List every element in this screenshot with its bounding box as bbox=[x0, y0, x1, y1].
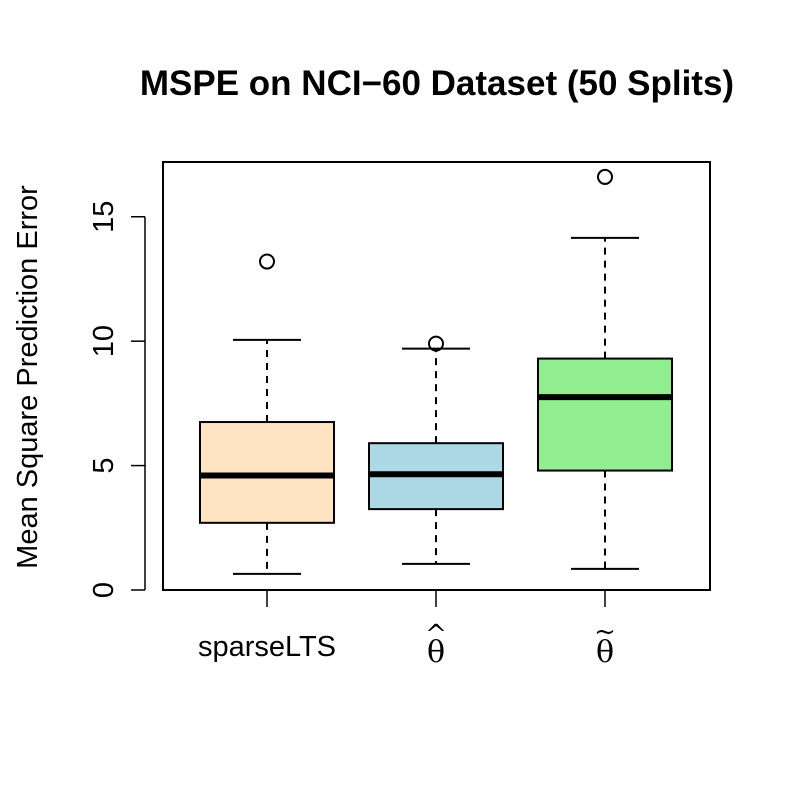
outlier-point bbox=[428, 335, 444, 352]
box-sparseLTS bbox=[199, 253, 335, 575]
box-theta-hat bbox=[368, 335, 504, 565]
x-tick-label-sparseLTS: sparseLTS bbox=[198, 631, 336, 663]
box-theta-tilde bbox=[537, 168, 673, 570]
x-tick-label-theta-hat: θ bbox=[427, 635, 445, 670]
x-axis: sparseLTS θ^ θ~ bbox=[198, 590, 616, 670]
box-body bbox=[537, 357, 673, 472]
y-axis-label: Mean Square Prediction Error bbox=[12, 185, 44, 569]
y-tick-label: 0 bbox=[88, 582, 120, 598]
box-body bbox=[199, 421, 335, 524]
outlier-point bbox=[597, 168, 613, 185]
y-tick-label: 10 bbox=[88, 325, 120, 357]
x-tick-label-theta-tilde: θ bbox=[596, 635, 614, 670]
box-series bbox=[199, 168, 673, 575]
x-tick-label-accent-theta-tilde: ~ bbox=[594, 617, 616, 647]
y-axis: 0 5 10 15 bbox=[88, 201, 146, 598]
y-tick-label: 15 bbox=[88, 201, 120, 233]
chart-title: MSPE on NCI−60 Dataset (50 Splits) bbox=[140, 64, 734, 103]
outlier-point bbox=[259, 253, 275, 270]
x-tick-label-accent-theta-hat: ^ bbox=[425, 620, 447, 650]
y-tick-label: 5 bbox=[88, 458, 120, 474]
